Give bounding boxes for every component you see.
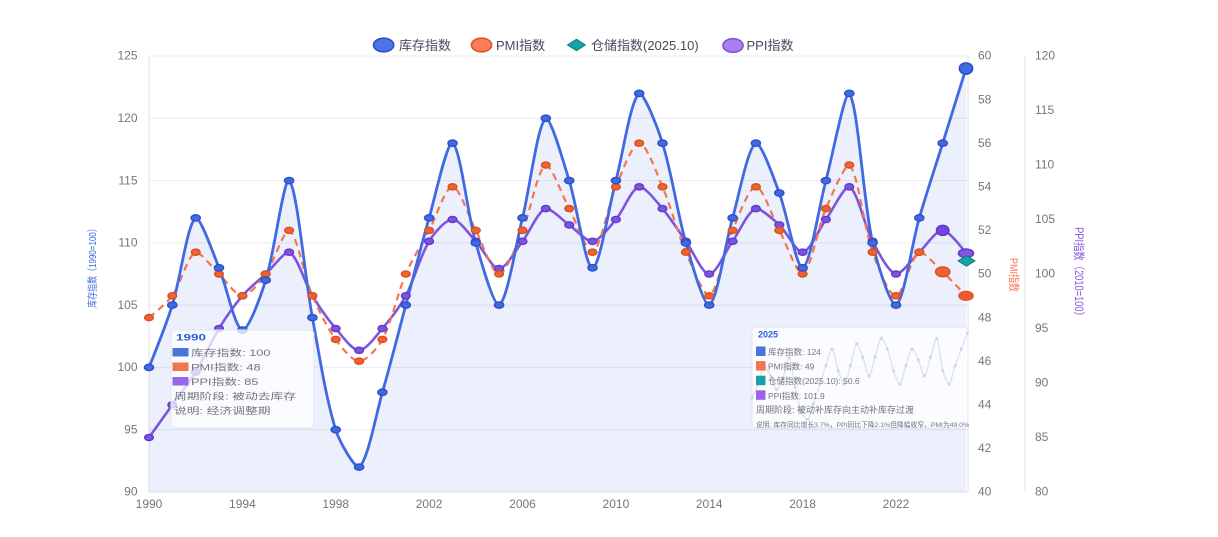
svg-text:46: 46 (978, 354, 992, 368)
svg-text:PPI指数: 85: PPI指数: 85 (191, 376, 258, 387)
svg-text:105: 105 (1035, 212, 1055, 226)
svg-text:2002: 2002 (416, 497, 443, 511)
svg-text:115: 115 (1035, 103, 1054, 117)
svg-text:100: 100 (1035, 267, 1055, 281)
svg-text:40: 40 (978, 485, 992, 499)
svg-text:1994: 1994 (229, 497, 256, 511)
svg-text:120: 120 (1035, 49, 1055, 63)
svg-text:120: 120 (117, 111, 137, 125)
svg-text:PMI指数: PMI指数 (496, 38, 545, 53)
svg-text:PMI指数: 49: PMI指数: 49 (768, 362, 815, 372)
svg-text:90: 90 (1035, 376, 1049, 390)
svg-text:库存指数: 124: 库存指数: 124 (768, 347, 821, 357)
svg-text:仓储指数(2025.10): 仓储指数(2025.10) (591, 38, 699, 53)
svg-text:2010: 2010 (603, 497, 630, 511)
svg-text:PMI指数: 48: PMI指数: 48 (191, 362, 261, 373)
svg-text:库存指数: 库存指数 (399, 38, 451, 53)
svg-text:95: 95 (124, 422, 138, 436)
svg-text:PPI指数: 101.9: PPI指数: 101.9 (768, 391, 825, 401)
svg-text:周期阶段: 被动补库存向主动补库存过渡: 周期阶段: 被动补库存向主动补库存过渡 (756, 404, 914, 415)
svg-text:80: 80 (1035, 485, 1049, 499)
svg-text:90: 90 (124, 485, 138, 499)
svg-text:2014: 2014 (696, 497, 723, 511)
svg-text:1990: 1990 (136, 497, 163, 511)
svg-text:说明: 库存同比增长3.7%，PPI同比下降2.1%但降幅收: 说明: 库存同比增长3.7%，PPI同比下降2.1%但降幅收窄，PMI为49.0… (756, 420, 969, 429)
svg-text:周期阶段: 被动去库存: 周期阶段: 被动去库存 (174, 391, 296, 402)
svg-text:PPI指数（2010=100）: PPI指数（2010=100） (1072, 227, 1086, 321)
svg-text:56: 56 (978, 136, 992, 150)
svg-text:110: 110 (1035, 158, 1054, 172)
svg-text:52: 52 (978, 223, 992, 237)
svg-text:85: 85 (1035, 430, 1049, 444)
svg-text:54: 54 (978, 179, 992, 193)
svg-text:110: 110 (118, 236, 137, 250)
svg-text:库存指数（1990=100）: 库存指数（1990=100） (86, 224, 98, 308)
svg-text:48: 48 (978, 310, 992, 324)
svg-text:PMI指数: PMI指数 (1007, 258, 1021, 292)
svg-text:95: 95 (1035, 321, 1049, 335)
svg-text:2006: 2006 (509, 497, 536, 511)
svg-text:说明: 经济调整期: 说明: 经济调整期 (174, 405, 271, 416)
svg-text:1998: 1998 (322, 497, 349, 511)
svg-text:125: 125 (117, 49, 137, 63)
svg-text:2022: 2022 (883, 497, 910, 511)
svg-text:库存指数: 100: 库存指数: 100 (191, 347, 271, 358)
svg-text:115: 115 (118, 173, 137, 187)
svg-text:50: 50 (978, 267, 992, 281)
svg-text:42: 42 (978, 441, 992, 455)
svg-text:105: 105 (117, 298, 137, 312)
svg-text:2025: 2025 (758, 330, 778, 340)
svg-text:仓储指数(2025.10): 50.6: 仓储指数(2025.10): 50.6 (768, 376, 860, 386)
svg-text:PPI指数: PPI指数 (747, 38, 794, 53)
svg-text:60: 60 (978, 49, 992, 63)
svg-text:58: 58 (978, 92, 992, 106)
svg-text:1990: 1990 (176, 332, 206, 343)
svg-text:44: 44 (978, 397, 992, 411)
svg-text:2018: 2018 (789, 497, 816, 511)
svg-text:100: 100 (117, 360, 137, 374)
